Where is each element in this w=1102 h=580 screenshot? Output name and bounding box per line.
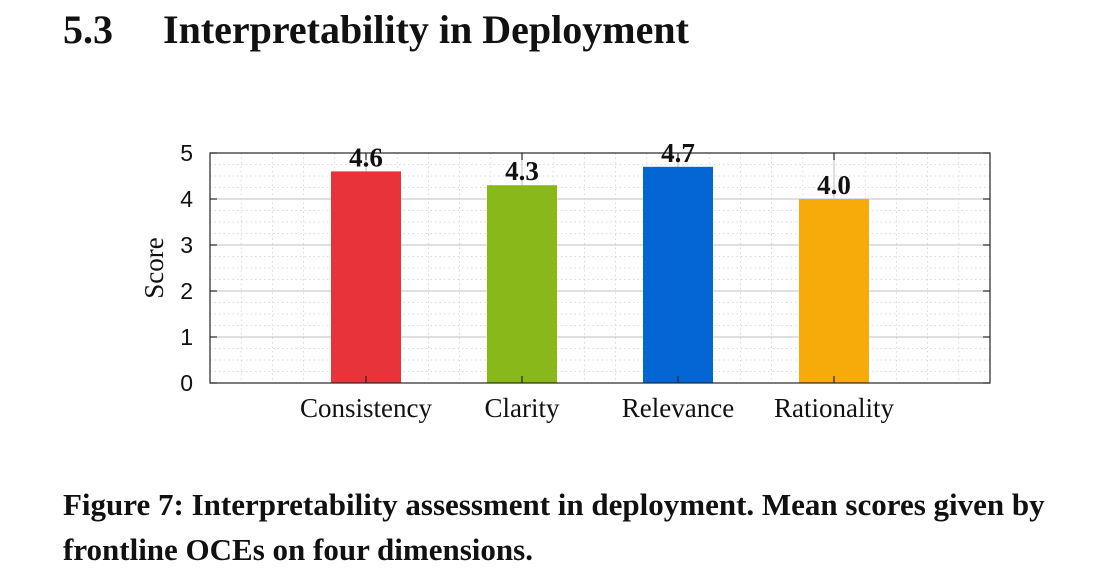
bar-rationality — [799, 199, 869, 383]
y-tick-label: 3 — [180, 232, 193, 258]
bars — [331, 166, 869, 383]
x-tick-label: Rationality — [774, 393, 894, 423]
y-tick-label: 5 — [180, 140, 193, 166]
section-number: 5.3 — [63, 7, 113, 52]
data-label: 4.3 — [505, 156, 539, 186]
x-tick-labels: Consistency Clarity Relevance Rationality — [300, 393, 894, 423]
data-labels: 4.6 4.3 4.7 4.0 — [349, 138, 851, 200]
y-tick-label: 1 — [180, 324, 193, 350]
bar-consistency — [331, 171, 401, 383]
data-label: 4.7 — [661, 138, 695, 168]
section-title: Interpretability in Deployment — [163, 7, 689, 52]
y-tick-label: 0 — [180, 370, 193, 396]
plot-frame — [209, 152, 991, 384]
bar-relevance — [643, 166, 713, 383]
bar-clarity — [487, 185, 557, 383]
data-label: 4.0 — [817, 170, 851, 200]
data-label: 4.6 — [349, 142, 383, 172]
section-heading: 5.3 Interpretability in Deployment — [63, 6, 689, 54]
x-tick-label: Relevance — [622, 393, 734, 423]
y-tick-label: 4 — [180, 186, 193, 212]
bar-chart: 0 1 2 3 4 5 Consistency Clarity Relevance Ration… — [139, 138, 991, 423]
x-tick-label: Clarity — [485, 393, 560, 423]
x-tick-label: Consistency — [300, 393, 432, 423]
minor-gridlines — [210, 153, 990, 383]
y-axis-label: Score — [139, 237, 169, 298]
y-tick-label: 2 — [180, 278, 193, 304]
y-tick-labels: 0 1 2 3 4 5 — [180, 140, 193, 396]
figure-caption: Figure 7: Interpretability assessment in… — [63, 487, 1045, 567]
axis-ticks — [210, 152, 990, 384]
